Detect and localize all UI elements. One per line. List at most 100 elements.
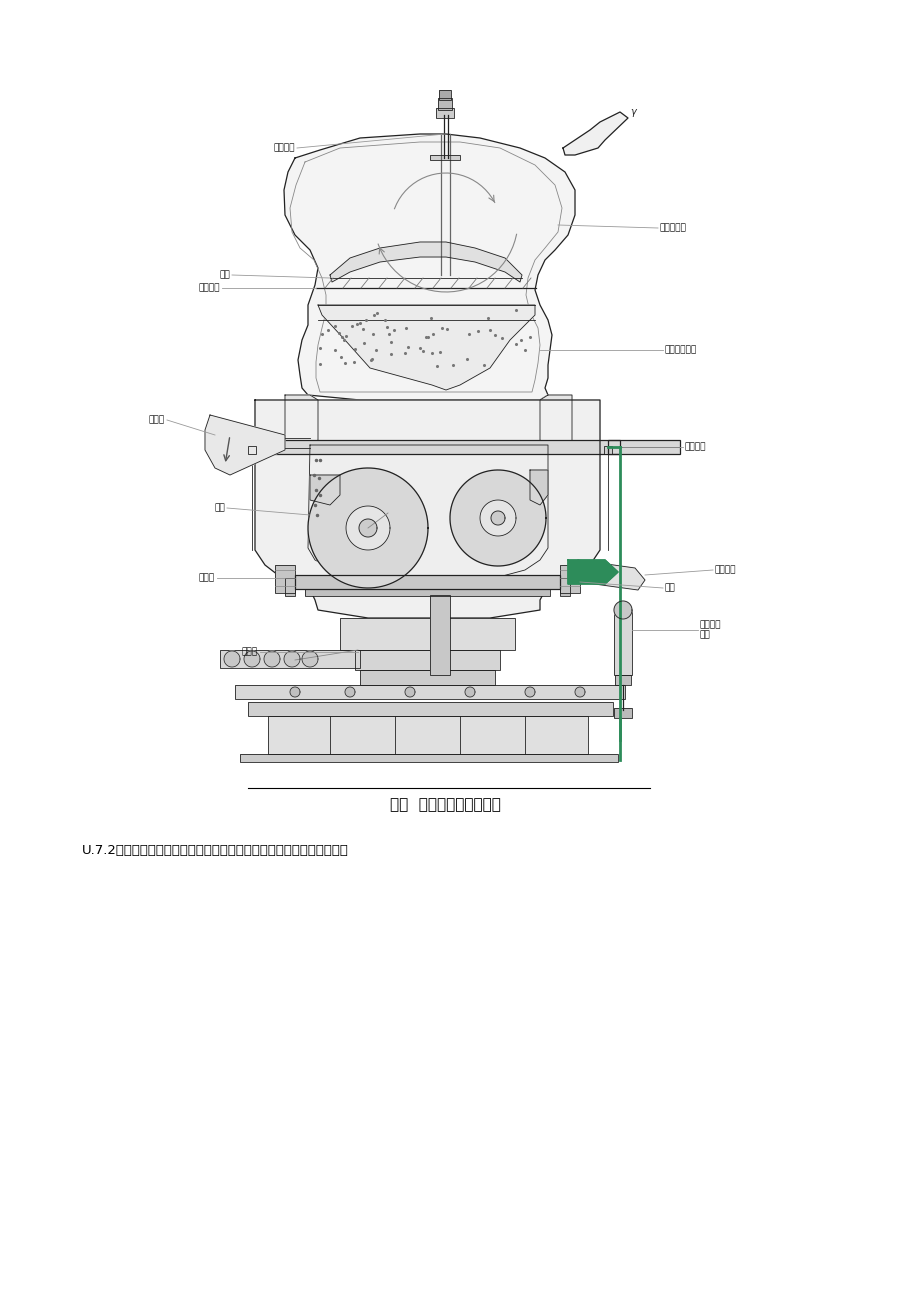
Polygon shape (284, 650, 300, 667)
Text: U.7.2立式辊磨施工工序流程图（见图二）及安装网络计划图（见图三）: U.7.2立式辊磨施工工序流程图（见图二）及安装网络计划图（见图三） (82, 843, 348, 856)
Bar (359, 670, 494, 686)
Bar (429, 595, 449, 675)
Polygon shape (567, 559, 618, 584)
Point (356, 319, 370, 340)
Point (429, 355, 444, 376)
Point (347, 338, 362, 359)
Point (482, 320, 496, 341)
Text: 喂料口: 喂料口 (149, 415, 165, 424)
Point (494, 328, 508, 349)
Point (383, 332, 398, 353)
Bar (285, 578, 295, 596)
Bar (355, 650, 499, 670)
Polygon shape (358, 519, 377, 537)
Bar (560, 565, 579, 593)
Point (327, 316, 342, 337)
Bar (248, 703, 612, 716)
Point (364, 349, 379, 369)
Point (523, 327, 538, 347)
Bar (560, 578, 570, 596)
Polygon shape (613, 601, 631, 619)
Bar (295, 575, 560, 589)
Point (314, 324, 329, 345)
Point (418, 327, 433, 347)
Point (379, 317, 393, 338)
Text: γ: γ (630, 107, 635, 117)
Bar (607, 440, 679, 454)
Point (346, 351, 361, 372)
Point (471, 321, 485, 342)
Bar (437, 98, 451, 111)
Point (399, 317, 414, 338)
Bar (614, 675, 630, 686)
Polygon shape (574, 687, 584, 697)
Text: 振动装置: 振动装置 (273, 143, 295, 152)
Polygon shape (289, 687, 300, 697)
Bar (248, 446, 255, 454)
Point (352, 312, 367, 333)
Bar (613, 610, 631, 675)
Polygon shape (285, 396, 318, 445)
Point (397, 342, 412, 363)
Point (369, 303, 384, 324)
Polygon shape (301, 650, 318, 667)
Bar (305, 589, 550, 596)
Point (508, 334, 523, 355)
Bar (285, 578, 295, 596)
Point (335, 330, 350, 351)
Bar (355, 650, 499, 670)
Point (366, 324, 380, 345)
Point (480, 307, 494, 328)
Bar (429, 595, 449, 675)
Polygon shape (539, 396, 572, 445)
Bar (429, 155, 460, 160)
Text: 液压张紧
装置: 液压张紧 装置 (699, 621, 720, 640)
Bar (604, 446, 611, 454)
Point (423, 307, 437, 328)
Bar (234, 686, 624, 699)
Bar (436, 108, 453, 118)
Bar (240, 440, 619, 454)
Polygon shape (572, 559, 644, 589)
Bar (614, 675, 630, 686)
Text: 风速热风: 风速热风 (714, 566, 736, 575)
Text: 图一  立式辊磨结构示意图: 图一 立式辊磨结构示意图 (389, 798, 500, 813)
Bar (275, 565, 295, 593)
Point (364, 350, 379, 371)
Polygon shape (345, 687, 355, 697)
Polygon shape (330, 242, 521, 282)
Point (513, 330, 528, 351)
Point (327, 340, 342, 360)
Point (384, 343, 399, 364)
Polygon shape (562, 112, 628, 155)
Point (516, 340, 531, 360)
Point (369, 340, 383, 360)
Polygon shape (525, 687, 535, 697)
Bar (438, 90, 450, 100)
Bar (340, 618, 515, 650)
Polygon shape (529, 470, 548, 505)
Point (335, 327, 349, 347)
Point (446, 355, 460, 376)
Text: 压力框架: 压力框架 (685, 442, 706, 451)
Point (401, 337, 415, 358)
Polygon shape (284, 134, 574, 399)
Bar (275, 565, 295, 593)
Bar (240, 755, 618, 762)
Point (433, 341, 448, 362)
Bar (560, 578, 570, 596)
Point (460, 349, 474, 369)
Polygon shape (308, 468, 427, 588)
Bar (248, 446, 255, 454)
Bar (305, 589, 550, 596)
Point (476, 354, 491, 375)
Point (439, 319, 454, 340)
Point (312, 337, 327, 358)
Point (333, 347, 347, 368)
Point (412, 338, 426, 359)
Text: 磨辊: 磨辊 (214, 503, 225, 513)
Polygon shape (491, 511, 505, 526)
Bar (240, 440, 619, 454)
Point (356, 333, 370, 354)
Text: 磨盘: 磨盘 (664, 584, 675, 592)
